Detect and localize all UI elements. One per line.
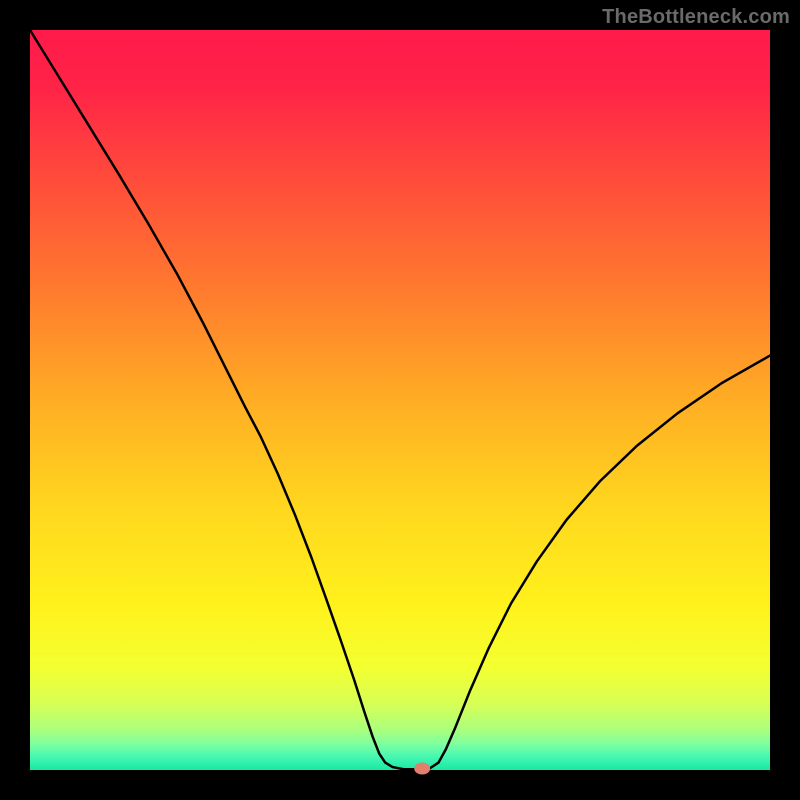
chart-svg [0,0,800,800]
optimal-point-marker [414,763,430,775]
bottleneck-chart: TheBottleneck.com [0,0,800,800]
chart-background [30,30,770,770]
